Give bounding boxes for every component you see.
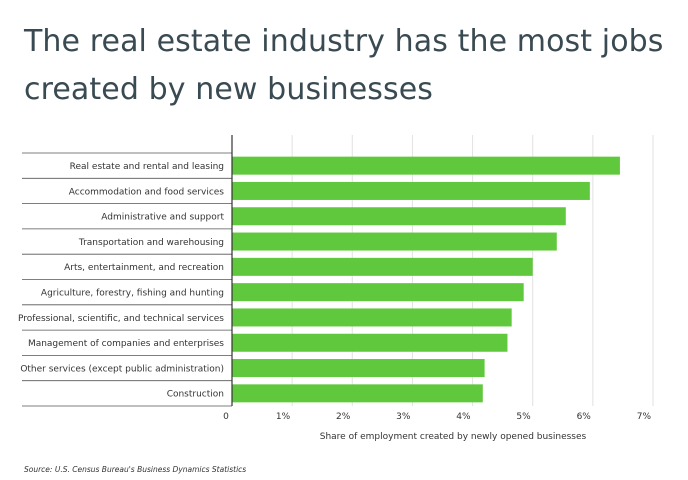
bar bbox=[232, 232, 557, 251]
x-tick-label: 1% bbox=[276, 412, 291, 422]
x-tick-label: 6% bbox=[577, 412, 592, 422]
category-labels: Real estate and rental and leasing Accomm… bbox=[18, 162, 225, 400]
row-separators bbox=[22, 152, 232, 407]
category-label: Administrative and support bbox=[101, 213, 224, 223]
x-tick-label: 7% bbox=[637, 412, 652, 422]
bar bbox=[232, 384, 483, 403]
bar bbox=[232, 257, 533, 276]
x-tick-label: 4% bbox=[456, 412, 471, 422]
bar bbox=[232, 156, 620, 175]
source-note: Source: U.S. Census Bureau's Business Dy… bbox=[24, 465, 247, 474]
bar bbox=[232, 359, 485, 378]
bars bbox=[232, 156, 620, 403]
x-tick-label: 5% bbox=[516, 412, 531, 422]
category-label: Arts, entertainment, and recreation bbox=[64, 263, 224, 273]
bar bbox=[232, 283, 524, 302]
category-label: Management of companies and enterprises bbox=[28, 339, 224, 349]
category-label: Accommodation and food services bbox=[69, 187, 225, 197]
page-title: The real estate industry has the most jo… bbox=[24, 24, 664, 107]
bar bbox=[232, 181, 590, 200]
category-label: Real estate and rental and leasing bbox=[70, 162, 224, 172]
x-tick-label: 0 bbox=[223, 412, 229, 422]
category-label: Construction bbox=[167, 390, 224, 400]
category-label: Transportation and warehousing bbox=[78, 238, 224, 248]
x-tick-label: 2% bbox=[336, 412, 351, 422]
bar bbox=[232, 207, 566, 226]
bar bbox=[232, 308, 512, 327]
x-axis-title: Share of employment created by newly ope… bbox=[320, 432, 587, 442]
category-label: Other services (except public administra… bbox=[20, 364, 224, 374]
x-tick-label: 3% bbox=[396, 412, 411, 422]
bar bbox=[232, 333, 508, 352]
category-label: Professional, scientific, and technical … bbox=[18, 314, 224, 324]
category-label: Agriculture, forestry, fishing and hunti… bbox=[41, 288, 224, 298]
x-tick-labels: 0 1% 2% 3% 4% 5% 6% 7% bbox=[223, 412, 651, 422]
